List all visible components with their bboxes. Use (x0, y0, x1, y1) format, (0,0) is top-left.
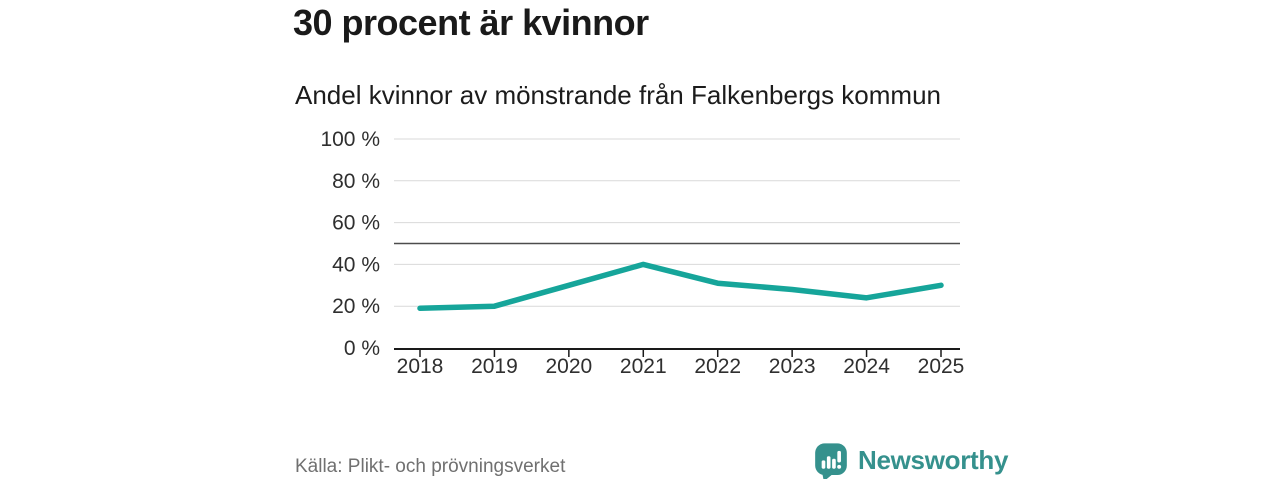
y-tick-label: 0 % (344, 337, 380, 360)
y-tick-label: 100 % (320, 128, 380, 151)
y-tick-label: 80 % (332, 170, 380, 193)
line-chart: 0 % 20 % 40 % 60 % 80 % 100 % 2018 2019 2020 2021… (320, 128, 965, 378)
newsworthy-logo-text: Newsworthy (858, 444, 1009, 475)
x-tick-label: 2021 (620, 355, 667, 378)
x-tick-label: 2025 (918, 355, 965, 378)
source-note: Källa: Plikt- och prövningsverket (295, 456, 566, 477)
newsworthy-logo: Newsworthy (812, 441, 1008, 479)
x-tick-label: 2020 (545, 355, 592, 378)
y-tick-label: 20 % (332, 295, 380, 318)
chart-title: 30 procent är kvinnor (293, 2, 649, 43)
series-line (417, 261, 944, 312)
x-tick-label: 2019 (471, 355, 518, 378)
x-tick-label: 2023 (769, 355, 816, 378)
x-tick-label: 2024 (843, 355, 890, 378)
y-tick-label: 40 % (332, 253, 380, 276)
x-tick-label: 2018 (397, 355, 444, 378)
x-tick-label: 2022 (694, 355, 741, 378)
y-tick-label: 60 % (332, 212, 380, 235)
chart-subtitle: Andel kvinnor av mönstrande från Falkenb… (295, 80, 941, 110)
newsworthy-logo-icon (815, 443, 847, 479)
